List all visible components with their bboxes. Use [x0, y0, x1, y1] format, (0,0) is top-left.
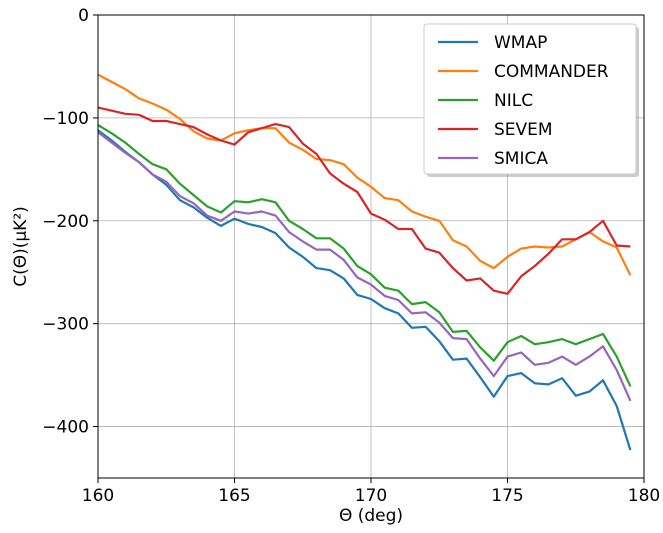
x-tick-label: 165 [218, 486, 250, 506]
y-tick-label: 0 [78, 6, 89, 26]
legend-entry: NILC [494, 91, 533, 111]
y-axis-ticks: 0 −100 −200 −300 −400 [42, 6, 98, 438]
legend-entry: SMICA [494, 149, 548, 169]
series-line-smica [97, 131, 632, 402]
legend: WMAP COMMANDER NILC SEVEM SMICA [423, 23, 639, 177]
series-line-sevem [97, 106, 631, 295]
y-tick-label: −300 [42, 315, 89, 335]
series-lines [97, 73, 632, 451]
legend-box [423, 23, 637, 175]
x-tick-label: 180 [628, 486, 660, 506]
legend-entry: WMAP [494, 33, 547, 53]
x-axis-label: Θ (deg) [339, 506, 403, 526]
series-line-wmap [97, 129, 632, 451]
x-tick-label: 160 [82, 486, 114, 506]
x-tick-label: 170 [355, 486, 387, 506]
series-line-nilc [97, 124, 632, 387]
x-axis-ticks: 160 165 170 175 180 [82, 478, 660, 506]
x-tick-label: 175 [491, 486, 523, 506]
legend-entry: COMMANDER [494, 62, 609, 82]
y-tick-label: −100 [42, 109, 89, 129]
y-axis-label: C(Θ)(μK²) [11, 206, 31, 287]
y-tick-label: −400 [42, 418, 89, 438]
legend-entry: SEVEM [494, 120, 553, 140]
y-tick-label: −200 [42, 212, 89, 232]
